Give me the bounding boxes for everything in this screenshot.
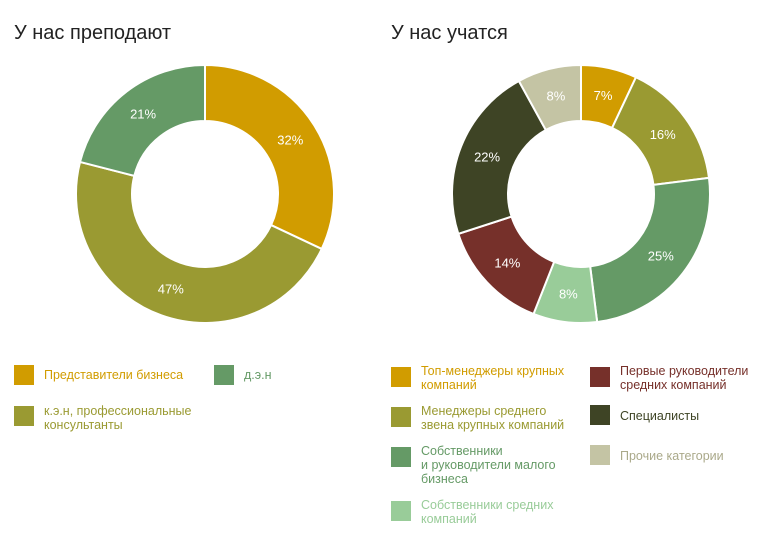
legend-label: Специалисты [620, 409, 700, 423]
legend-label: Собственники и руководители малого бизне… [421, 444, 556, 486]
slice-value-label: 32% [277, 132, 303, 147]
donut-slice-2 [78, 63, 206, 178]
legend-swatch [590, 405, 610, 425]
legend-swatch [590, 445, 610, 465]
legend-swatch [214, 365, 234, 385]
chart-title-teachers: У нас преподают [14, 22, 172, 44]
legend-label: д.э.н [244, 368, 272, 382]
legend-item-middle-managers: Менеджеры среднего звена крупных компани… [391, 404, 591, 432]
slice-value-label: 47% [158, 282, 184, 297]
legend-swatch [14, 365, 34, 385]
legend-item-candidates-consultants: к.э.н, профессиональные консультанты [14, 404, 254, 432]
legend-label: Топ-менеджеры крупных компаний [421, 364, 565, 392]
slice-value-label: 7% [594, 88, 613, 103]
legend-label: Первые руководители средних компаний [620, 364, 749, 392]
legend-item-top-managers: Топ-менеджеры крупных компаний [391, 364, 591, 392]
slice-value-label: 8% [559, 287, 578, 302]
donut-chart-students: 7% 16% 25% 8% 14% 22% 8% [451, 63, 711, 324]
slice-value-label: 16% [650, 127, 676, 142]
legend-swatch [391, 407, 411, 427]
legend-swatch [391, 367, 411, 387]
legend-swatch [14, 406, 34, 426]
legend-swatch [590, 367, 610, 387]
legend-item-other-categories: Прочие категории [590, 445, 765, 465]
chart-title-students: У нас учатся [391, 22, 508, 44]
donut-slice-0 [204, 63, 335, 251]
donut-chart-teachers: 32% 47% 21% [75, 63, 335, 324]
legend-label: Собственники средних компаний [421, 498, 554, 526]
legend-item-medium-business-owners: Собственники средних компаний [391, 498, 591, 526]
legend-label: к.э.н, профессиональные консультанты [44, 404, 192, 432]
legend-item-small-business-owners: Собственники и руководители малого бизне… [391, 444, 591, 486]
legend-swatch [391, 447, 411, 467]
legend-label: Прочие категории [620, 449, 724, 463]
slice-value-label: 14% [494, 256, 520, 271]
slice-value-label: 22% [474, 149, 500, 164]
slice-value-label: 25% [648, 248, 674, 263]
legend-label: Менеджеры среднего звена крупных компани… [421, 404, 565, 432]
donut-slice-2 [589, 176, 711, 324]
slice-value-label: 8% [546, 89, 565, 104]
legend-label: Представители бизнеса [44, 368, 184, 382]
legend-item-specialists: Специалисты [590, 405, 765, 425]
legend-item-business-representatives: Представители бизнеса [14, 365, 214, 385]
donut-slice-6 [517, 63, 582, 132]
slice-value-label: 21% [130, 107, 156, 122]
legend-swatch [391, 501, 411, 521]
donut-slice-1 [75, 160, 324, 324]
legend-item-doctors: д.э.н [214, 365, 334, 385]
legend-item-first-heads: Первые руководители средних компаний [590, 364, 765, 392]
